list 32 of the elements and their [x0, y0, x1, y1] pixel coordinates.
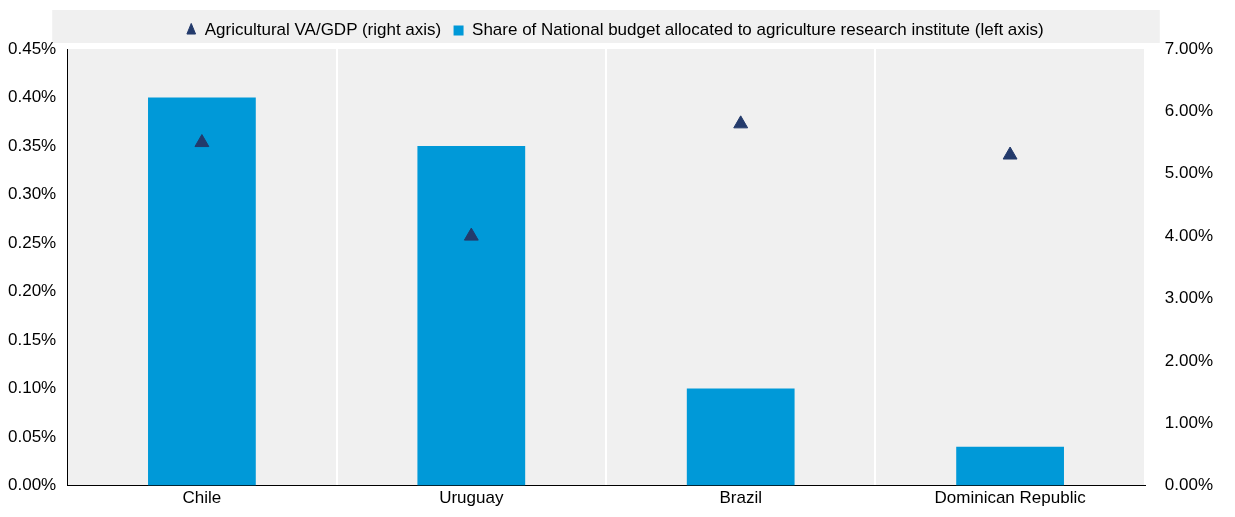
point [1002, 146, 1018, 160]
y-tick-label: 0.45% [8, 38, 57, 58]
bar [148, 97, 256, 486]
y2-tick-label: 6.00% [1164, 101, 1213, 121]
y-tick-label: 0.00% [8, 475, 57, 495]
x-tick-label: Uruguay [439, 488, 504, 508]
point [194, 134, 210, 148]
y-tick-label: 0.15% [8, 329, 57, 349]
y2-tick-label: 1.00% [1164, 412, 1213, 432]
point [733, 115, 749, 129]
y-tick-label: 0.30% [8, 184, 57, 204]
y-tick-label: 0.20% [8, 281, 57, 301]
x-tick-label: Chile [182, 488, 222, 508]
bar [956, 446, 1064, 486]
x-tick-label: Brazil [719, 488, 762, 508]
y2-tick-label: 7.00% [1164, 38, 1213, 58]
legend-label: Agricultural VA/GDP (right axis) [204, 20, 442, 40]
bar [686, 388, 795, 486]
bar [417, 146, 526, 486]
y2-tick-label: 3.00% [1164, 288, 1213, 308]
y-tick-label: 0.05% [8, 426, 57, 446]
y2-tick-label: 4.00% [1164, 225, 1213, 245]
y-tick-label: 0.25% [8, 232, 57, 252]
x-tick-label: Dominican Republic [934, 488, 1087, 508]
y2-tick-label: 5.00% [1164, 163, 1213, 183]
y-tick-label: 0.35% [8, 135, 57, 155]
y2-tick-label: 2.00% [1164, 350, 1213, 370]
y-tick-label: 0.40% [8, 87, 57, 107]
y2-tick-label: 0.00% [1164, 475, 1213, 495]
y-tick-label: 0.10% [8, 378, 57, 398]
point [463, 227, 479, 241]
legend-label: Share of National budget allocated to agriculture research institute (left axis) [472, 20, 1044, 40]
